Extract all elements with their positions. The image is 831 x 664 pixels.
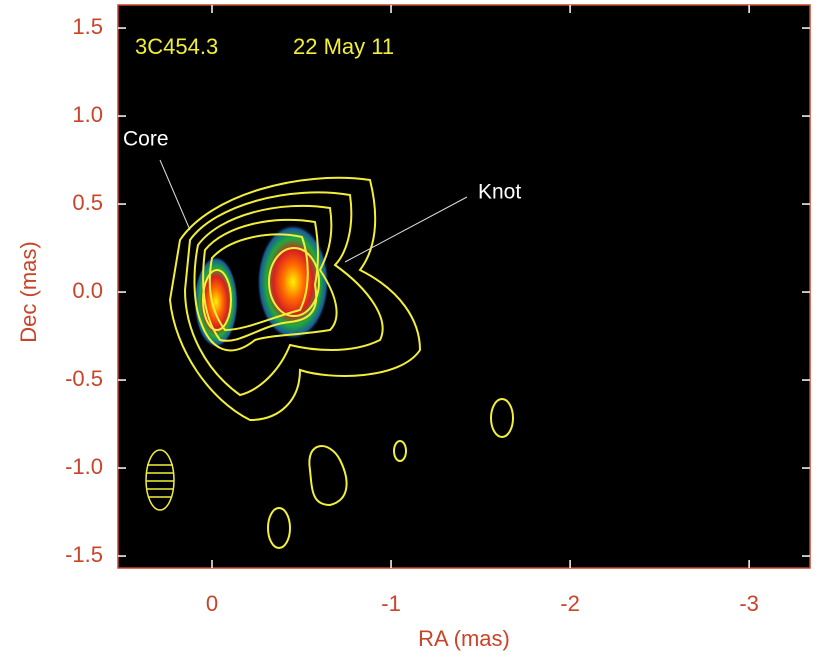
beam	[145, 449, 175, 511]
y-tick-label: 0.0	[72, 278, 103, 303]
source-name: 3C454.3	[135, 34, 218, 59]
core-pointer	[159, 159, 191, 231]
y-axis-label: Dec (mas)	[16, 241, 41, 342]
x-tick-label: -1	[381, 591, 401, 616]
x-axis-label: RA (mas)	[418, 626, 510, 651]
y-tick-label: 1.5	[72, 14, 103, 39]
y-tick-label: 1.0	[72, 102, 103, 127]
y-tick-label: 0.5	[72, 190, 103, 215]
x-tick-label: 0	[206, 591, 218, 616]
annotation: Core	[123, 128, 169, 151]
y-tick-label: -0.5	[65, 366, 103, 391]
y-tick-label: -1.5	[65, 542, 103, 567]
annotation: Knot	[478, 181, 521, 204]
epoch: 22 May 11	[293, 34, 394, 59]
knot-pointer	[344, 196, 468, 263]
x-tick-label: -3	[739, 591, 759, 616]
x-tick-label: -2	[560, 591, 580, 616]
y-tick-label: -1.0	[65, 454, 103, 479]
contours	[168, 176, 514, 549]
